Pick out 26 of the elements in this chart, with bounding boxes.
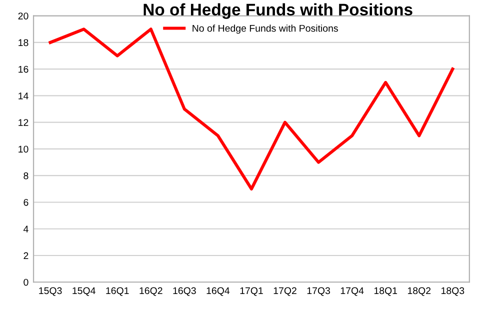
x-tick-label: 15Q4 — [72, 287, 96, 296]
y-tick-label: 2 — [24, 252, 28, 260]
y-tick-label: 4 — [23, 226, 28, 232]
chart-title: No of Hedge Funds with Positions — [144, 3, 412, 19]
x-tick-label: 17Q2 — [274, 287, 296, 296]
y-tick-label: 10 — [18, 146, 28, 153]
x-tick-label: 16Q3 — [173, 287, 196, 296]
x-tick-label: 17Q4 — [340, 287, 364, 296]
y-tick-label: 14 — [18, 92, 28, 100]
x-tick-label: 15Q3 — [39, 287, 62, 296]
x-tick-label: 18Q1 — [374, 287, 398, 296]
x-tick-label: 17Q3 — [307, 287, 330, 296]
legend-label: No of Hedge Funds with Positions — [192, 24, 338, 34]
x-tick-label: 18Q2 — [408, 287, 431, 296]
y-tick-label: 12 — [18, 119, 28, 126]
y-tick-label: 6 — [24, 198, 28, 206]
y-tick-label: 20 — [18, 12, 28, 20]
x-tick-label: 17Q1 — [240, 287, 263, 296]
y-tick-label: 16 — [18, 66, 28, 73]
x-tick-label: 16Q4 — [206, 287, 230, 296]
y-tick-label: 0 — [24, 278, 28, 286]
y-tick-label: 18 — [18, 39, 28, 46]
y-tick-label: 8 — [24, 172, 28, 180]
x-tick-label: 18Q3 — [442, 287, 464, 296]
x-tick-label: 16Q1 — [106, 287, 129, 296]
x-tick-label: 16Q2 — [140, 287, 162, 296]
